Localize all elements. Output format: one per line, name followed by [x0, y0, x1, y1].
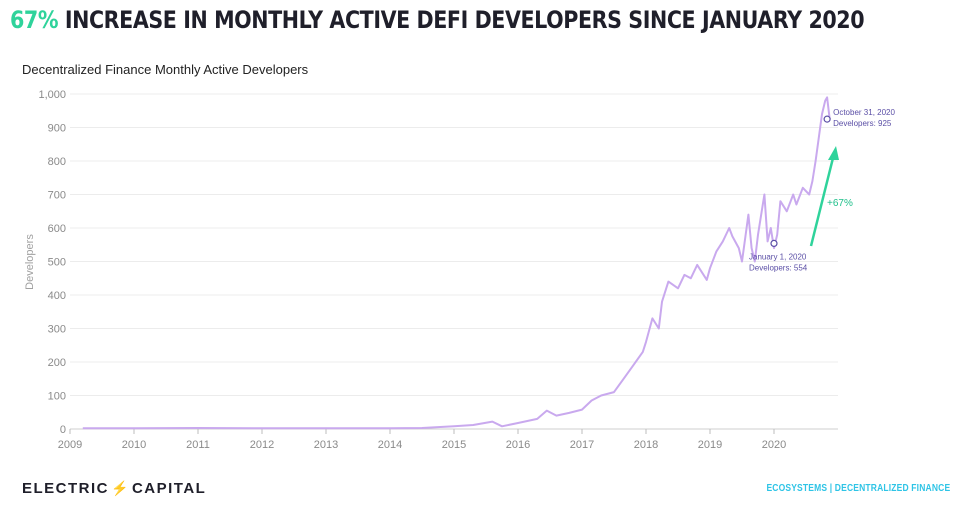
y-tick-label: 400 [48, 290, 66, 302]
x-tick-label: 2014 [378, 439, 402, 451]
x-tick-label: 2010 [122, 439, 146, 451]
chart-title: Decentralized Finance Monthly Active Dev… [22, 62, 309, 77]
annotation-label: October 31, 2020 [833, 108, 895, 117]
electric-capital-logo: ELECTRIC ⚡ CAPITAL [22, 480, 206, 497]
x-tick-label: 2019 [698, 439, 722, 451]
y-axis-title: Developers [24, 234, 36, 290]
y-tick-label: 100 [48, 391, 66, 403]
x-tick-label: 2012 [250, 439, 274, 451]
x-tick-label: 2017 [570, 439, 594, 451]
annotation-label: January 1, 2020 [749, 252, 807, 261]
x-tick-label: 2013 [314, 439, 338, 451]
x-tick-label: 2011 [186, 439, 210, 451]
y-tick-label: 900 [48, 123, 66, 135]
annotation-marker [770, 239, 778, 248]
page-headline: 67% INCREASE IN MONTHLY ACTIVE DEFI DEVE… [10, 6, 865, 34]
growth-arrow-head [828, 146, 839, 160]
headline-accent: 67% [10, 6, 59, 34]
y-tick-label: 200 [48, 357, 66, 369]
y-tick-label: 700 [48, 190, 66, 202]
x-tick-label: 2009 [58, 439, 82, 451]
headline-text: INCREASE IN MONTHLY ACTIVE DEFI DEVELOPE… [58, 6, 865, 34]
x-tick-label: 2015 [442, 439, 466, 451]
growth-arrow: +67% [809, 146, 853, 247]
y-axis-ticks: 0 100 200 300 400 500 600 700 800 900 1,000 [38, 89, 66, 436]
y-tick-label: 600 [48, 223, 66, 235]
logo-text-right: CAPITAL [131, 480, 207, 497]
bolt-icon: ⚡ [111, 480, 130, 496]
y-tick-label: 800 [48, 156, 66, 168]
annotation-label: Developers: 925 [833, 119, 892, 128]
growth-arrow-line [809, 157, 835, 247]
x-axis-ticks: 2009 2010 2011 2012 2013 2014 2015 2016 2017 2018… [58, 429, 786, 451]
y-tick-label: 500 [48, 257, 66, 269]
logo-text-left: ELECTRIC [22, 480, 109, 497]
x-tick-label: 2016 [506, 439, 530, 451]
x-tick-label: 2018 [634, 439, 658, 451]
y-tick-label: 0 [60, 424, 66, 436]
growth-label: +67% [827, 198, 853, 209]
annotation-label: Developers: 554 [749, 263, 808, 272]
series-line [82, 96, 831, 430]
y-tick-label: 1,000 [38, 89, 66, 101]
annotation-marker [823, 115, 831, 123]
x-tick-label: 2020 [762, 439, 786, 451]
y-tick-label: 300 [48, 324, 66, 336]
annotations: January 1, 2020 Developers: 554 October 31… [749, 108, 895, 272]
chart-grid [70, 93, 838, 430]
footer-tag: ECOSYSTEMS | DECENTRALIZED FINANCE [766, 483, 950, 494]
